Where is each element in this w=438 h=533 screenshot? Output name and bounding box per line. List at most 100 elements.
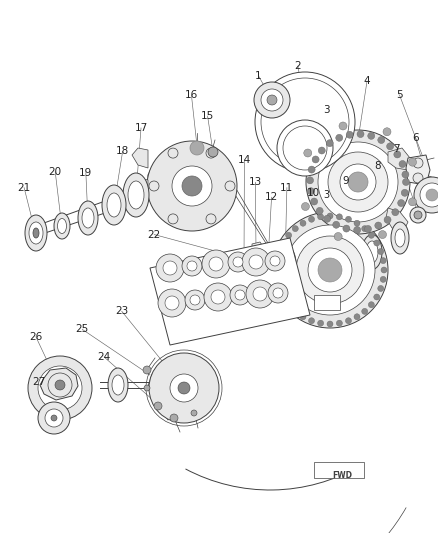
Circle shape — [328, 152, 388, 212]
Ellipse shape — [263, 249, 273, 266]
Circle shape — [336, 214, 343, 220]
Circle shape — [211, 290, 225, 304]
Circle shape — [187, 261, 197, 271]
Text: 23: 23 — [115, 306, 128, 316]
Ellipse shape — [108, 368, 128, 402]
Ellipse shape — [128, 181, 144, 209]
Circle shape — [280, 294, 286, 300]
Ellipse shape — [395, 229, 405, 247]
Circle shape — [312, 156, 319, 163]
Circle shape — [375, 222, 382, 229]
Polygon shape — [388, 148, 410, 170]
Text: 2: 2 — [294, 61, 301, 71]
Circle shape — [292, 309, 298, 314]
Circle shape — [307, 188, 314, 195]
Circle shape — [143, 366, 151, 374]
Circle shape — [378, 136, 385, 143]
Ellipse shape — [29, 222, 43, 244]
Text: 10: 10 — [307, 188, 320, 198]
Circle shape — [380, 257, 386, 264]
Circle shape — [228, 252, 248, 272]
Circle shape — [340, 164, 376, 200]
Text: 5: 5 — [396, 90, 403, 100]
Circle shape — [378, 248, 384, 255]
Circle shape — [392, 209, 399, 216]
Circle shape — [346, 216, 351, 222]
Circle shape — [318, 147, 325, 154]
Circle shape — [144, 385, 150, 391]
Circle shape — [178, 382, 190, 394]
Text: 13: 13 — [249, 177, 262, 187]
Text: 1: 1 — [255, 71, 262, 80]
Circle shape — [362, 225, 368, 232]
Text: 7: 7 — [392, 144, 399, 154]
Circle shape — [374, 240, 380, 246]
Polygon shape — [406, 155, 430, 185]
Ellipse shape — [274, 245, 296, 283]
Circle shape — [235, 290, 245, 300]
Ellipse shape — [33, 228, 39, 238]
Polygon shape — [242, 252, 256, 268]
Circle shape — [346, 318, 351, 324]
Circle shape — [401, 189, 408, 196]
Circle shape — [318, 142, 398, 222]
Circle shape — [225, 181, 235, 191]
Ellipse shape — [362, 235, 382, 270]
Circle shape — [362, 309, 368, 314]
Ellipse shape — [391, 222, 409, 254]
Circle shape — [301, 203, 309, 211]
Polygon shape — [40, 368, 78, 400]
Polygon shape — [132, 148, 148, 168]
Circle shape — [326, 140, 333, 147]
Circle shape — [306, 130, 410, 234]
Circle shape — [394, 151, 401, 158]
Circle shape — [426, 189, 438, 201]
Circle shape — [304, 149, 312, 157]
Circle shape — [354, 314, 360, 320]
Circle shape — [276, 286, 282, 292]
Circle shape — [336, 320, 343, 326]
Circle shape — [414, 211, 422, 219]
Circle shape — [168, 148, 178, 158]
Text: 6: 6 — [412, 133, 419, 142]
Circle shape — [307, 177, 314, 184]
Circle shape — [273, 267, 279, 273]
Ellipse shape — [279, 253, 292, 275]
Text: 18: 18 — [116, 147, 129, 156]
Circle shape — [368, 132, 375, 139]
Circle shape — [357, 131, 364, 138]
Circle shape — [300, 220, 306, 226]
Circle shape — [149, 353, 219, 423]
Circle shape — [204, 283, 232, 311]
Ellipse shape — [112, 375, 124, 395]
Circle shape — [336, 134, 343, 141]
Circle shape — [168, 214, 178, 224]
Circle shape — [409, 198, 417, 206]
Circle shape — [311, 198, 318, 205]
Circle shape — [170, 414, 178, 422]
Text: 17: 17 — [134, 123, 148, 133]
Circle shape — [242, 248, 270, 276]
Circle shape — [378, 231, 386, 239]
Ellipse shape — [57, 219, 67, 233]
Circle shape — [292, 225, 298, 232]
Circle shape — [209, 257, 223, 271]
Circle shape — [348, 172, 368, 192]
Circle shape — [308, 216, 314, 222]
Text: 3: 3 — [323, 190, 329, 200]
Circle shape — [318, 214, 324, 220]
Circle shape — [190, 295, 200, 305]
Circle shape — [246, 280, 274, 308]
Circle shape — [182, 176, 202, 196]
Polygon shape — [386, 208, 408, 232]
Circle shape — [308, 166, 315, 173]
Polygon shape — [300, 140, 318, 162]
Ellipse shape — [123, 173, 149, 217]
Circle shape — [333, 221, 340, 228]
Circle shape — [316, 207, 323, 214]
Circle shape — [346, 131, 353, 138]
Polygon shape — [308, 137, 404, 223]
Circle shape — [414, 177, 438, 213]
Circle shape — [413, 158, 423, 168]
Circle shape — [249, 255, 263, 269]
